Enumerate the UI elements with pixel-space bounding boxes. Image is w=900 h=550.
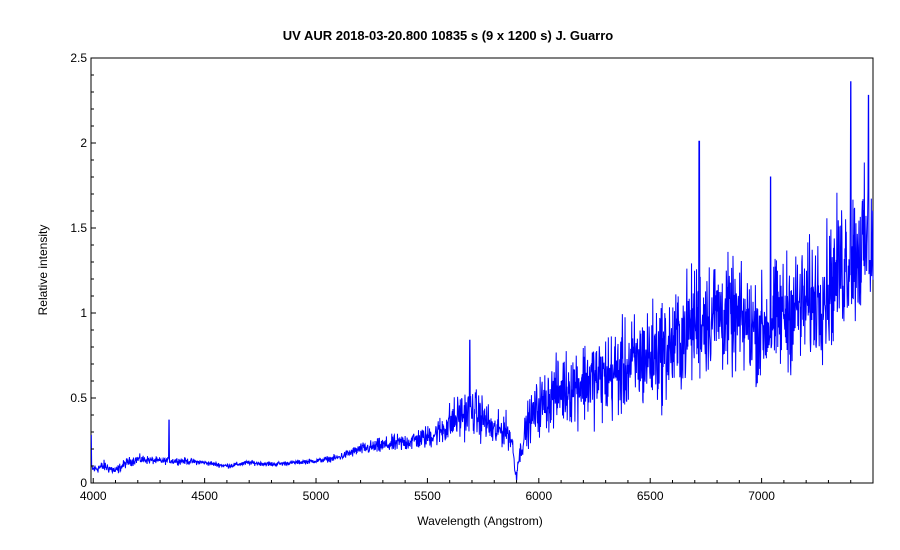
spectrum-line xyxy=(90,81,874,481)
y-tick-label: 0 xyxy=(80,476,87,490)
y-tick-label: 2.5 xyxy=(70,51,87,65)
y-tick-label: 1 xyxy=(80,306,87,320)
y-tick-label: 0.5 xyxy=(70,391,87,405)
x-tick-label: 4000 xyxy=(80,489,107,503)
x-axis-ticks: 4000 4500 5000 5500 6000 6500 7000 xyxy=(80,478,852,503)
chart-title: UV AUR 2018-03-20.800 10835 s (9 x 1200 … xyxy=(283,28,614,43)
y-tick-label: 2 xyxy=(80,136,87,150)
x-tick-label: 5000 xyxy=(303,489,330,503)
y-tick-label: 1.5 xyxy=(70,221,87,235)
y-axis-label: Relative intensity xyxy=(36,225,50,316)
spectrum-series xyxy=(90,81,874,481)
x-tick-label: 5500 xyxy=(414,489,441,503)
x-tick-label: 7000 xyxy=(748,489,775,503)
x-axis-label: Wavelength (Angstrom) xyxy=(417,514,543,528)
x-tick-label: 6500 xyxy=(637,489,664,503)
y-axis-ticks: 0 0.5 1 1.5 2 2.5 xyxy=(70,51,96,490)
x-tick-label: 6000 xyxy=(525,489,552,503)
x-tick-label: 4500 xyxy=(191,489,218,503)
